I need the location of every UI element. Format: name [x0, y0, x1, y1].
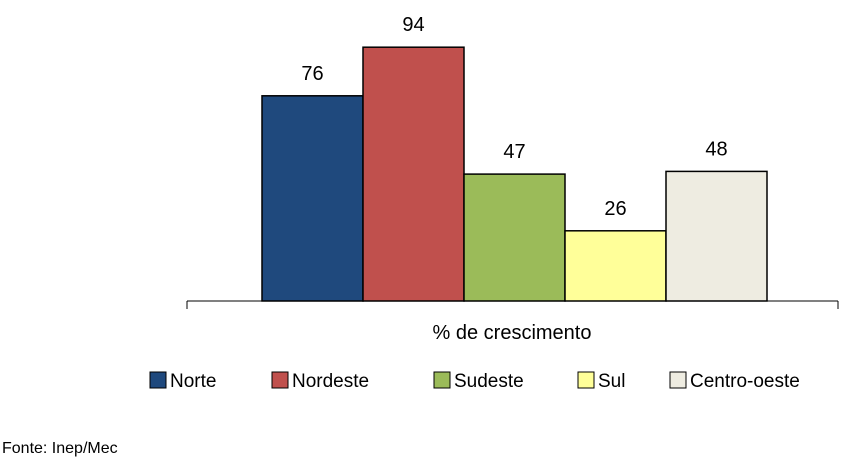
value-labels: 76 94 47 26 48 — [301, 14, 727, 220]
legend-swatch-centro-oeste — [669, 371, 687, 389]
legend-swatch-sul — [577, 371, 595, 389]
legend-label-sul: Sul — [598, 371, 625, 392]
legend-item-norte: Norte — [149, 371, 216, 392]
legend-label-centro-oeste: Centro-oeste — [690, 371, 800, 392]
legend: Norte Nordeste Sudeste Sul Centro-oeste — [149, 371, 800, 392]
bar-sudeste — [463, 173, 566, 302]
value-label-sudeste: 47 — [503, 141, 525, 163]
legend-item-sudeste: Sudeste — [433, 371, 524, 392]
bar-centro-oeste — [665, 170, 768, 302]
value-label-centro-oeste: 48 — [705, 138, 727, 160]
legend-label-nordeste: Nordeste — [292, 371, 369, 392]
value-label-sul: 26 — [604, 198, 626, 220]
bar-norte — [261, 95, 364, 302]
legend-swatch-nordeste — [271, 371, 289, 389]
bar-sul — [564, 230, 667, 302]
bar-nordeste — [362, 46, 465, 302]
legend-item-sul: Sul — [577, 371, 625, 392]
bars — [261, 46, 768, 302]
x-axis-label: % de crescimento — [433, 322, 592, 344]
source-note: Fonte: Inep/Mec — [2, 440, 118, 457]
legend-item-nordeste: Nordeste — [271, 371, 369, 392]
legend-label-norte: Norte — [170, 371, 216, 392]
legend-swatch-norte — [149, 371, 167, 389]
legend-item-centro-oeste: Centro-oeste — [669, 371, 800, 392]
legend-label-sudeste: Sudeste — [454, 371, 524, 392]
value-label-norte: 76 — [301, 63, 323, 85]
value-label-nordeste: 94 — [402, 14, 424, 36]
legend-swatch-sudeste — [433, 371, 451, 389]
